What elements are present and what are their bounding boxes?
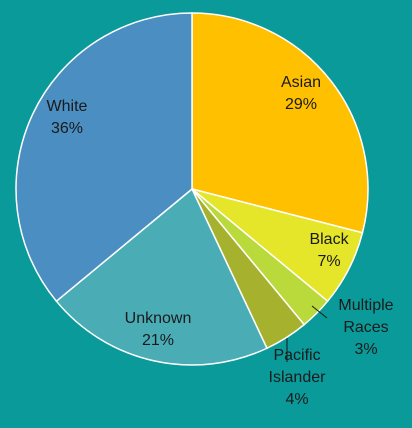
slice-name-multiple-races: Multiple [338,297,393,314]
pie-slice-white [15,12,193,303]
slice-percent-pacific-islander: 4% [285,391,308,408]
data-label-black: Black 7% [309,231,349,270]
slice-name-unknown: Unknown [125,310,192,327]
data-label-multiple-races: Multiple Races 3% [338,297,393,358]
leader-line-multiple-races [311,305,328,319]
slice-percent-white: 36% [51,120,83,137]
data-label-unknown: Unknown 21% [125,310,192,349]
pie-slice-asian [191,12,369,234]
slice-name-asian: Asian [281,74,321,91]
slice-percent-unknown: 21% [142,332,174,349]
slice-percent-black: 7% [317,253,340,270]
slice-percent-asian: 29% [285,96,317,113]
data-label-white: White 36% [47,98,88,137]
slice-name-pacific-islander: Islander [269,369,327,386]
pie-slice-unknown [55,187,268,366]
slice-name-white: White [47,98,88,115]
slice-name-pacific-islander: Pacific [273,347,320,364]
data-label-asian: Asian 29% [281,74,321,113]
slice-percent-multiple-races: 3% [354,341,377,358]
slice-name-multiple-races: Races [343,319,388,336]
slice-name-black: Black [309,231,349,248]
data-label-pacific-islander: Pacific Islander 4% [269,347,327,408]
